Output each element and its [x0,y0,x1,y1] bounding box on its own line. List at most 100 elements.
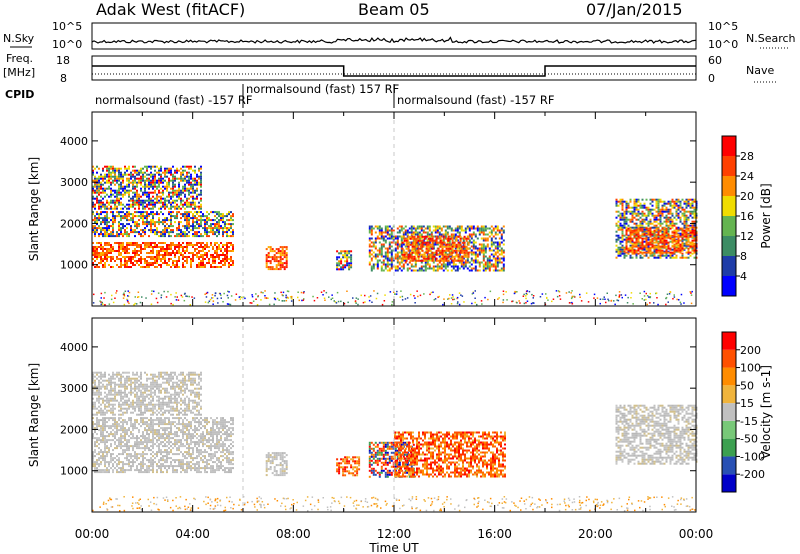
power-colorbar-swatch [722,236,736,256]
power-region [336,250,353,271]
velocity-colorbar-tick-label: 200 [740,344,761,357]
velocity-colorbar: 200 100 50 15 -15 -50 -100 -200 Velocity [m s-1] [721,331,773,493]
velocity-ytick-label: 2000 [60,423,88,436]
velocity-colorbar-label: Velocity [m s-1] [759,365,773,459]
velocity-colorbar-tick-label: -200 [740,468,765,481]
power-region [401,235,470,262]
velocity-colorbar-swatch [722,367,736,386]
velocity-colorbar-swatch [722,385,736,404]
power-ytick-label: 2000 [60,217,88,230]
power-colorbar-label: Power [dB] [759,183,773,248]
beam-title: Beam 05 [358,0,430,19]
velocity-colorbar-tick-label: 15 [740,397,754,410]
nsky-series-line [91,36,697,44]
nsky-trace [91,36,697,44]
power-near-range-speckle [92,290,693,306]
cpid-segment-label: normalsound (fast) -157 RF [95,93,252,107]
nsearch-tick-top: 10^5 [708,20,738,33]
nsky-label: N.Sky [3,32,35,45]
velocity-colorbar-swatch [722,332,736,350]
nsearch-tick-bottom: 10^0 [708,38,738,51]
power-colorbar-swatch [722,176,736,196]
velocity-panel: 1000 2000 3000 4000 Slant Range [km] 200 100… [27,317,773,513]
time-axis: 00:00 04:00 08:00 12:00 16:00 20:00 00:00 [75,527,714,541]
cpid-label: CPID [5,88,34,101]
velocity-near-range-speckle [92,496,696,512]
velocity-ytick-label: 4000 [60,341,88,354]
nsky-panel: N.Sky 10^5 10^0 10^5 10^0 N.Search [3,20,796,51]
velocity-colorbar-swatch [722,420,736,439]
power-panel: 1000 2000 3000 4000 Slant Range [km] 4 8 12 16… [27,111,773,307]
nsky-tick-top: 10^5 [52,20,82,33]
date-title: 07/Jan/2015 [586,0,683,19]
freq-unit-label: [MHz] [3,66,35,79]
freq-tick-bottom: 8 [60,72,67,85]
nave-tick-bottom: 0 [708,72,715,85]
power-colorbar-tick-label: 8 [740,250,747,263]
time-tick-label: 08:00 [276,527,311,541]
velocity-colorbar-tick-label: -50 [740,433,758,446]
velocity-colorbar-swatch [722,474,736,492]
nsearch-label: N.Search [746,32,796,45]
freq-series-line [92,65,696,77]
velocity-ylabel: Slant Range [km] [27,363,41,467]
station-title: Adak West (fitACF) [96,0,245,19]
nave-tick-top: 60 [708,54,722,67]
power-colorbar-swatch [722,256,736,276]
cpid-segment-label: normalsound (fast) -157 RF [397,93,554,107]
velocity-colorbar-swatch [722,349,736,368]
power-region [625,227,698,254]
time-axis-label: Time UT [368,541,419,554]
power-ylabel: Slant Range [km] [27,157,41,261]
power-colorbar-swatch [722,136,736,156]
velocity-colorbar-frame [721,331,737,493]
cpid-row: CPID normalsound (fast) -157 RFnormalsou… [5,82,554,108]
time-tick-label: 00:00 [679,527,714,541]
velocity-ytick-label: 1000 [60,465,88,478]
power-colorbar-swatch [722,276,736,296]
freq-trace [92,65,696,77]
power-colorbar-swatch [722,196,736,216]
power-colorbar-tick-label: 4 [740,270,747,283]
nave-label: Nave [746,64,774,77]
time-tick-label: 16:00 [477,527,512,541]
freq-panel: Freq. [MHz] 18 8 60 0 Nave [3,52,778,85]
freq-label: Freq. [6,52,33,65]
velocity-region [615,404,698,465]
time-tick-label: 20:00 [578,527,613,541]
velocity-data [92,318,698,512]
cpid-segments: normalsound (fast) -157 RF normalsound (f… [95,82,554,108]
velocity-axes: 1000 2000 3000 4000 [60,318,697,512]
velocity-ytick-label: 3000 [60,382,88,395]
velocity-colorbar-tick-label: -100 [740,450,765,463]
freq-frame [91,55,697,81]
power-ytick-label: 4000 [60,135,88,148]
power-colorbar-swatch [722,156,736,176]
power-colorbar-tick-label: 12 [740,230,754,243]
time-tick-label: 04:00 [175,527,210,541]
velocity-colorbar-swatch [722,438,736,457]
nsky-frame [91,22,697,50]
freq-tick-top: 18 [56,54,70,67]
power-data [92,112,698,306]
power-ytick-label: 3000 [60,176,88,189]
nsky-tick-bottom: 10^0 [52,38,82,51]
power-colorbar-swatch [722,216,736,236]
velocity-colorbar-tick-label: -15 [740,415,758,428]
power-region [92,242,234,268]
power-colorbar-tick-label: 24 [740,170,754,183]
velocity-region [394,431,506,478]
velocity-region [92,371,202,416]
time-tick-label: 00:00 [75,527,110,541]
velocity-colorbar-tick-label: 50 [740,379,754,392]
power-colorbar-tick-label: 28 [740,150,754,163]
velocity-colorbar-swatch [722,403,736,421]
velocity-region [265,452,288,477]
power-ytick-label: 1000 [60,259,88,272]
power-region [265,246,288,271]
power-axes: 1000 2000 3000 4000 [60,112,697,306]
velocity-region [92,417,234,474]
power-region [92,165,202,210]
power-region [92,211,234,238]
